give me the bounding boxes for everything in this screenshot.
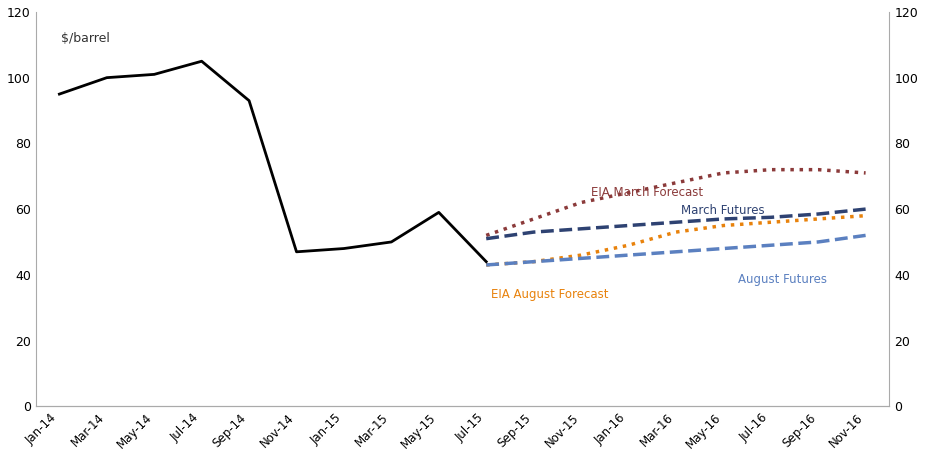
- Text: $/barrel: $/barrel: [61, 32, 110, 45]
- Text: EIA August Forecast: EIA August Forecast: [491, 288, 609, 301]
- Text: March Futures: March Futures: [681, 204, 764, 217]
- Text: August Futures: August Futures: [737, 273, 827, 286]
- Text: EIA March Forecast: EIA March Forecast: [590, 186, 703, 199]
